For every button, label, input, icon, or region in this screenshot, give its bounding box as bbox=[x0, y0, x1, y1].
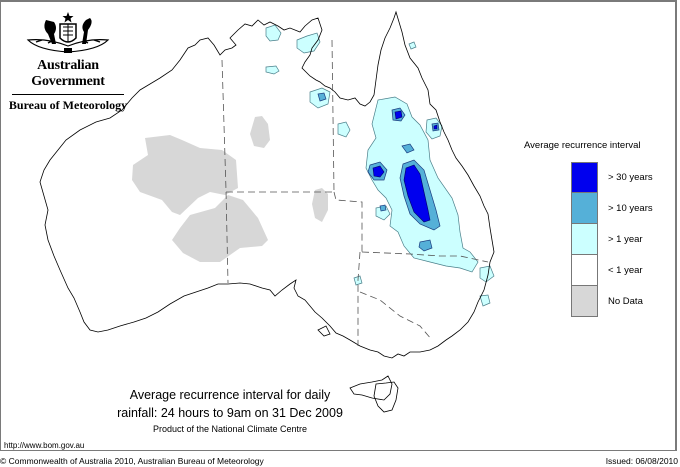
bom-url-link[interactable]: http://www.bom.gov.au bbox=[4, 441, 85, 450]
caption-line-1: Average recurrence interval for daily bbox=[129, 388, 331, 402]
legend-label: > 30 years bbox=[608, 172, 653, 183]
bureau-title: Bureau of Meteorology bbox=[8, 98, 128, 112]
legend-swatch-lt1 bbox=[571, 255, 598, 286]
legend-swatch-gt10 bbox=[571, 193, 598, 224]
legend-swatch-gt30 bbox=[571, 162, 598, 193]
legend-label: No Data bbox=[608, 296, 643, 307]
legend-title: Average recurrence interval bbox=[524, 140, 641, 151]
government-title: Australian Government bbox=[31, 58, 105, 89]
australia-map bbox=[39, 10, 495, 413]
legend-label: < 1 year bbox=[608, 265, 643, 276]
legend-label: > 10 years bbox=[608, 203, 653, 214]
caption-line-2: rainfall: 24 hours to 9am on 31 Dec 2009 bbox=[117, 406, 343, 420]
legend-label: > 1 year bbox=[608, 234, 643, 245]
legend-item-lt1: < 1 year bbox=[524, 255, 674, 286]
caption-product-line: Product of the National Climate Centre bbox=[152, 424, 308, 434]
coat-of-arms-icon bbox=[26, 12, 110, 53]
legend-item-gt10: > 10 years bbox=[524, 193, 674, 224]
issued-date: Issued: 06/08/2010 bbox=[605, 456, 678, 466]
legend-item-no-data: No Data bbox=[524, 286, 674, 317]
map-caption: Average recurrence interval for daily ra… bbox=[95, 386, 365, 436]
legend: Average recurrence interval > 30 years >… bbox=[524, 140, 674, 317]
rainfall-gt30-regions bbox=[372, 110, 438, 223]
coastline bbox=[39, 10, 495, 413]
state-borders bbox=[221, 39, 489, 346]
legend-item-gt30: > 30 years bbox=[524, 162, 674, 193]
legend-item-gt1: > 1 year bbox=[524, 224, 674, 255]
no-data-regions bbox=[132, 116, 328, 262]
legend-swatch-no-data bbox=[571, 286, 598, 317]
government-logo: Australian Government Bureau of Meteorol… bbox=[8, 10, 128, 113]
legend-swatch-gt1 bbox=[571, 224, 598, 255]
copyright-notice: © Commonwealth of Australia 2010, Austra… bbox=[0, 456, 264, 466]
map-frame bbox=[0, 0, 677, 451]
logo-divider bbox=[12, 94, 124, 95]
